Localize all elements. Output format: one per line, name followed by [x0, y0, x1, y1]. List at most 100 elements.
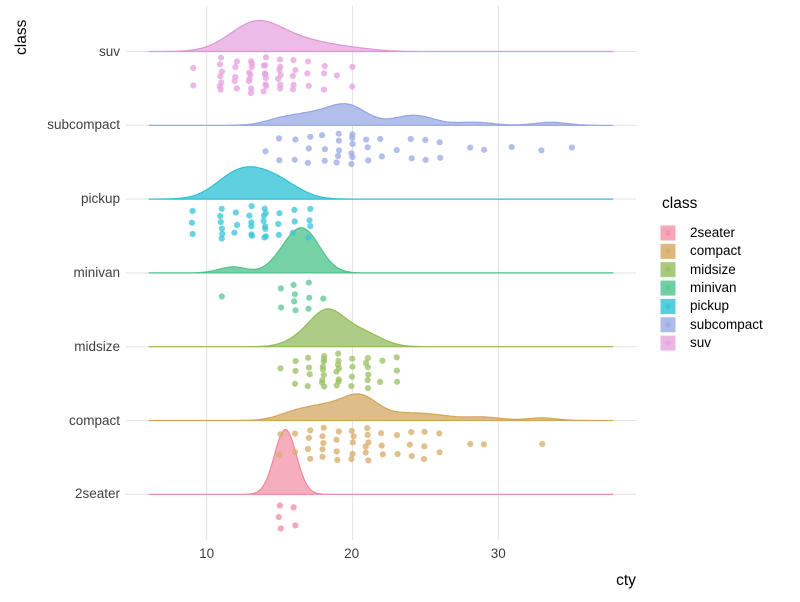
- data-point: [305, 434, 312, 441]
- data-point: [217, 73, 224, 80]
- data-point: [480, 441, 487, 448]
- data-point: [218, 205, 225, 212]
- points-suv: [190, 54, 356, 97]
- y-axis-label-compact: compact: [68, 412, 120, 428]
- data-point: [233, 58, 240, 65]
- data-point: [364, 385, 372, 392]
- data-point: [467, 144, 474, 151]
- data-point: [333, 448, 340, 455]
- data-point: [364, 377, 371, 384]
- data-point: [393, 147, 400, 154]
- data-point: [422, 136, 429, 143]
- data-point: [333, 382, 340, 389]
- data-point: [349, 63, 356, 70]
- data-point: [248, 85, 255, 92]
- data-point: [277, 525, 284, 532]
- legend-label-subcompact: subcompact: [690, 316, 763, 332]
- data-point: [379, 451, 386, 458]
- data-point: [436, 139, 443, 146]
- data-point: [348, 160, 355, 168]
- data-point: [319, 366, 326, 373]
- data-point: [263, 82, 270, 90]
- data-point: [365, 371, 372, 378]
- legend-title: class: [662, 195, 698, 212]
- data-point: [305, 364, 312, 371]
- density-curve-pickup: [148, 166, 614, 200]
- data-point: [190, 64, 197, 72]
- data-point: [408, 155, 415, 162]
- data-point: [291, 380, 299, 387]
- legend-label-pickup: pickup: [690, 298, 730, 314]
- data-point: [246, 212, 253, 219]
- data-point: [217, 219, 224, 226]
- data-point: [292, 307, 299, 314]
- data-point: [306, 371, 313, 378]
- data-point: [278, 304, 285, 311]
- data-point: [394, 378, 401, 385]
- points-minivan: [218, 279, 327, 314]
- data-point: [364, 144, 371, 151]
- data-point: [436, 430, 443, 437]
- data-point: [349, 450, 356, 458]
- data-point: [321, 62, 328, 70]
- points-2seater: [275, 502, 299, 532]
- data-point: [290, 281, 297, 288]
- data-point: [232, 64, 239, 71]
- data-point: [276, 502, 283, 509]
- data-point: [305, 58, 312, 65]
- data-point: [233, 85, 240, 92]
- y-axis-label-minivan: minivan: [73, 264, 120, 280]
- data-point: [349, 134, 356, 141]
- data-point: [320, 358, 327, 365]
- data-point: [408, 429, 415, 436]
- data-point: [333, 159, 340, 166]
- data-point: [232, 209, 239, 216]
- data-point: [248, 232, 255, 239]
- data-point: [320, 439, 327, 447]
- data-point: [349, 355, 356, 362]
- data-point: [291, 156, 298, 163]
- data-point: [538, 147, 545, 154]
- data-point: [406, 441, 413, 448]
- data-point: [277, 285, 284, 292]
- data-point: [219, 230, 226, 238]
- data-point: [408, 452, 415, 460]
- data-point: [437, 154, 444, 161]
- data-point: [189, 230, 196, 238]
- data-point: [307, 455, 314, 462]
- data-point: [262, 148, 269, 155]
- ridge-minivan: [148, 227, 614, 274]
- data-point: [364, 425, 371, 432]
- data-point: [276, 56, 284, 63]
- data-point: [362, 449, 369, 456]
- legend-point-minivan: [665, 285, 671, 291]
- data-point: [217, 86, 224, 93]
- data-point: [508, 144, 515, 151]
- data-point: [291, 218, 298, 225]
- data-point: [292, 136, 299, 143]
- density-curve-2seater: [148, 428, 614, 495]
- data-point: [321, 70, 328, 77]
- legend-point-midsize: [665, 267, 671, 273]
- data-point: [276, 157, 283, 164]
- data-point: [275, 220, 282, 228]
- data-point: [365, 457, 372, 464]
- y-axis-label-pickup: pickup: [80, 191, 120, 207]
- legend-point-compact: [665, 248, 671, 255]
- x-tick-20: 20: [344, 546, 360, 561]
- data-point: [320, 86, 328, 93]
- data-point: [321, 146, 328, 153]
- data-point: [333, 368, 340, 375]
- data-point: [276, 210, 283, 217]
- data-point: [334, 456, 341, 463]
- legend-point-subcompact: [665, 322, 671, 328]
- data-point: [307, 133, 314, 140]
- data-point: [307, 223, 314, 230]
- data-point: [319, 433, 326, 440]
- legend-label-midsize: midsize: [690, 261, 736, 277]
- data-point: [292, 367, 299, 374]
- data-point: [379, 357, 386, 364]
- data-point: [277, 431, 284, 438]
